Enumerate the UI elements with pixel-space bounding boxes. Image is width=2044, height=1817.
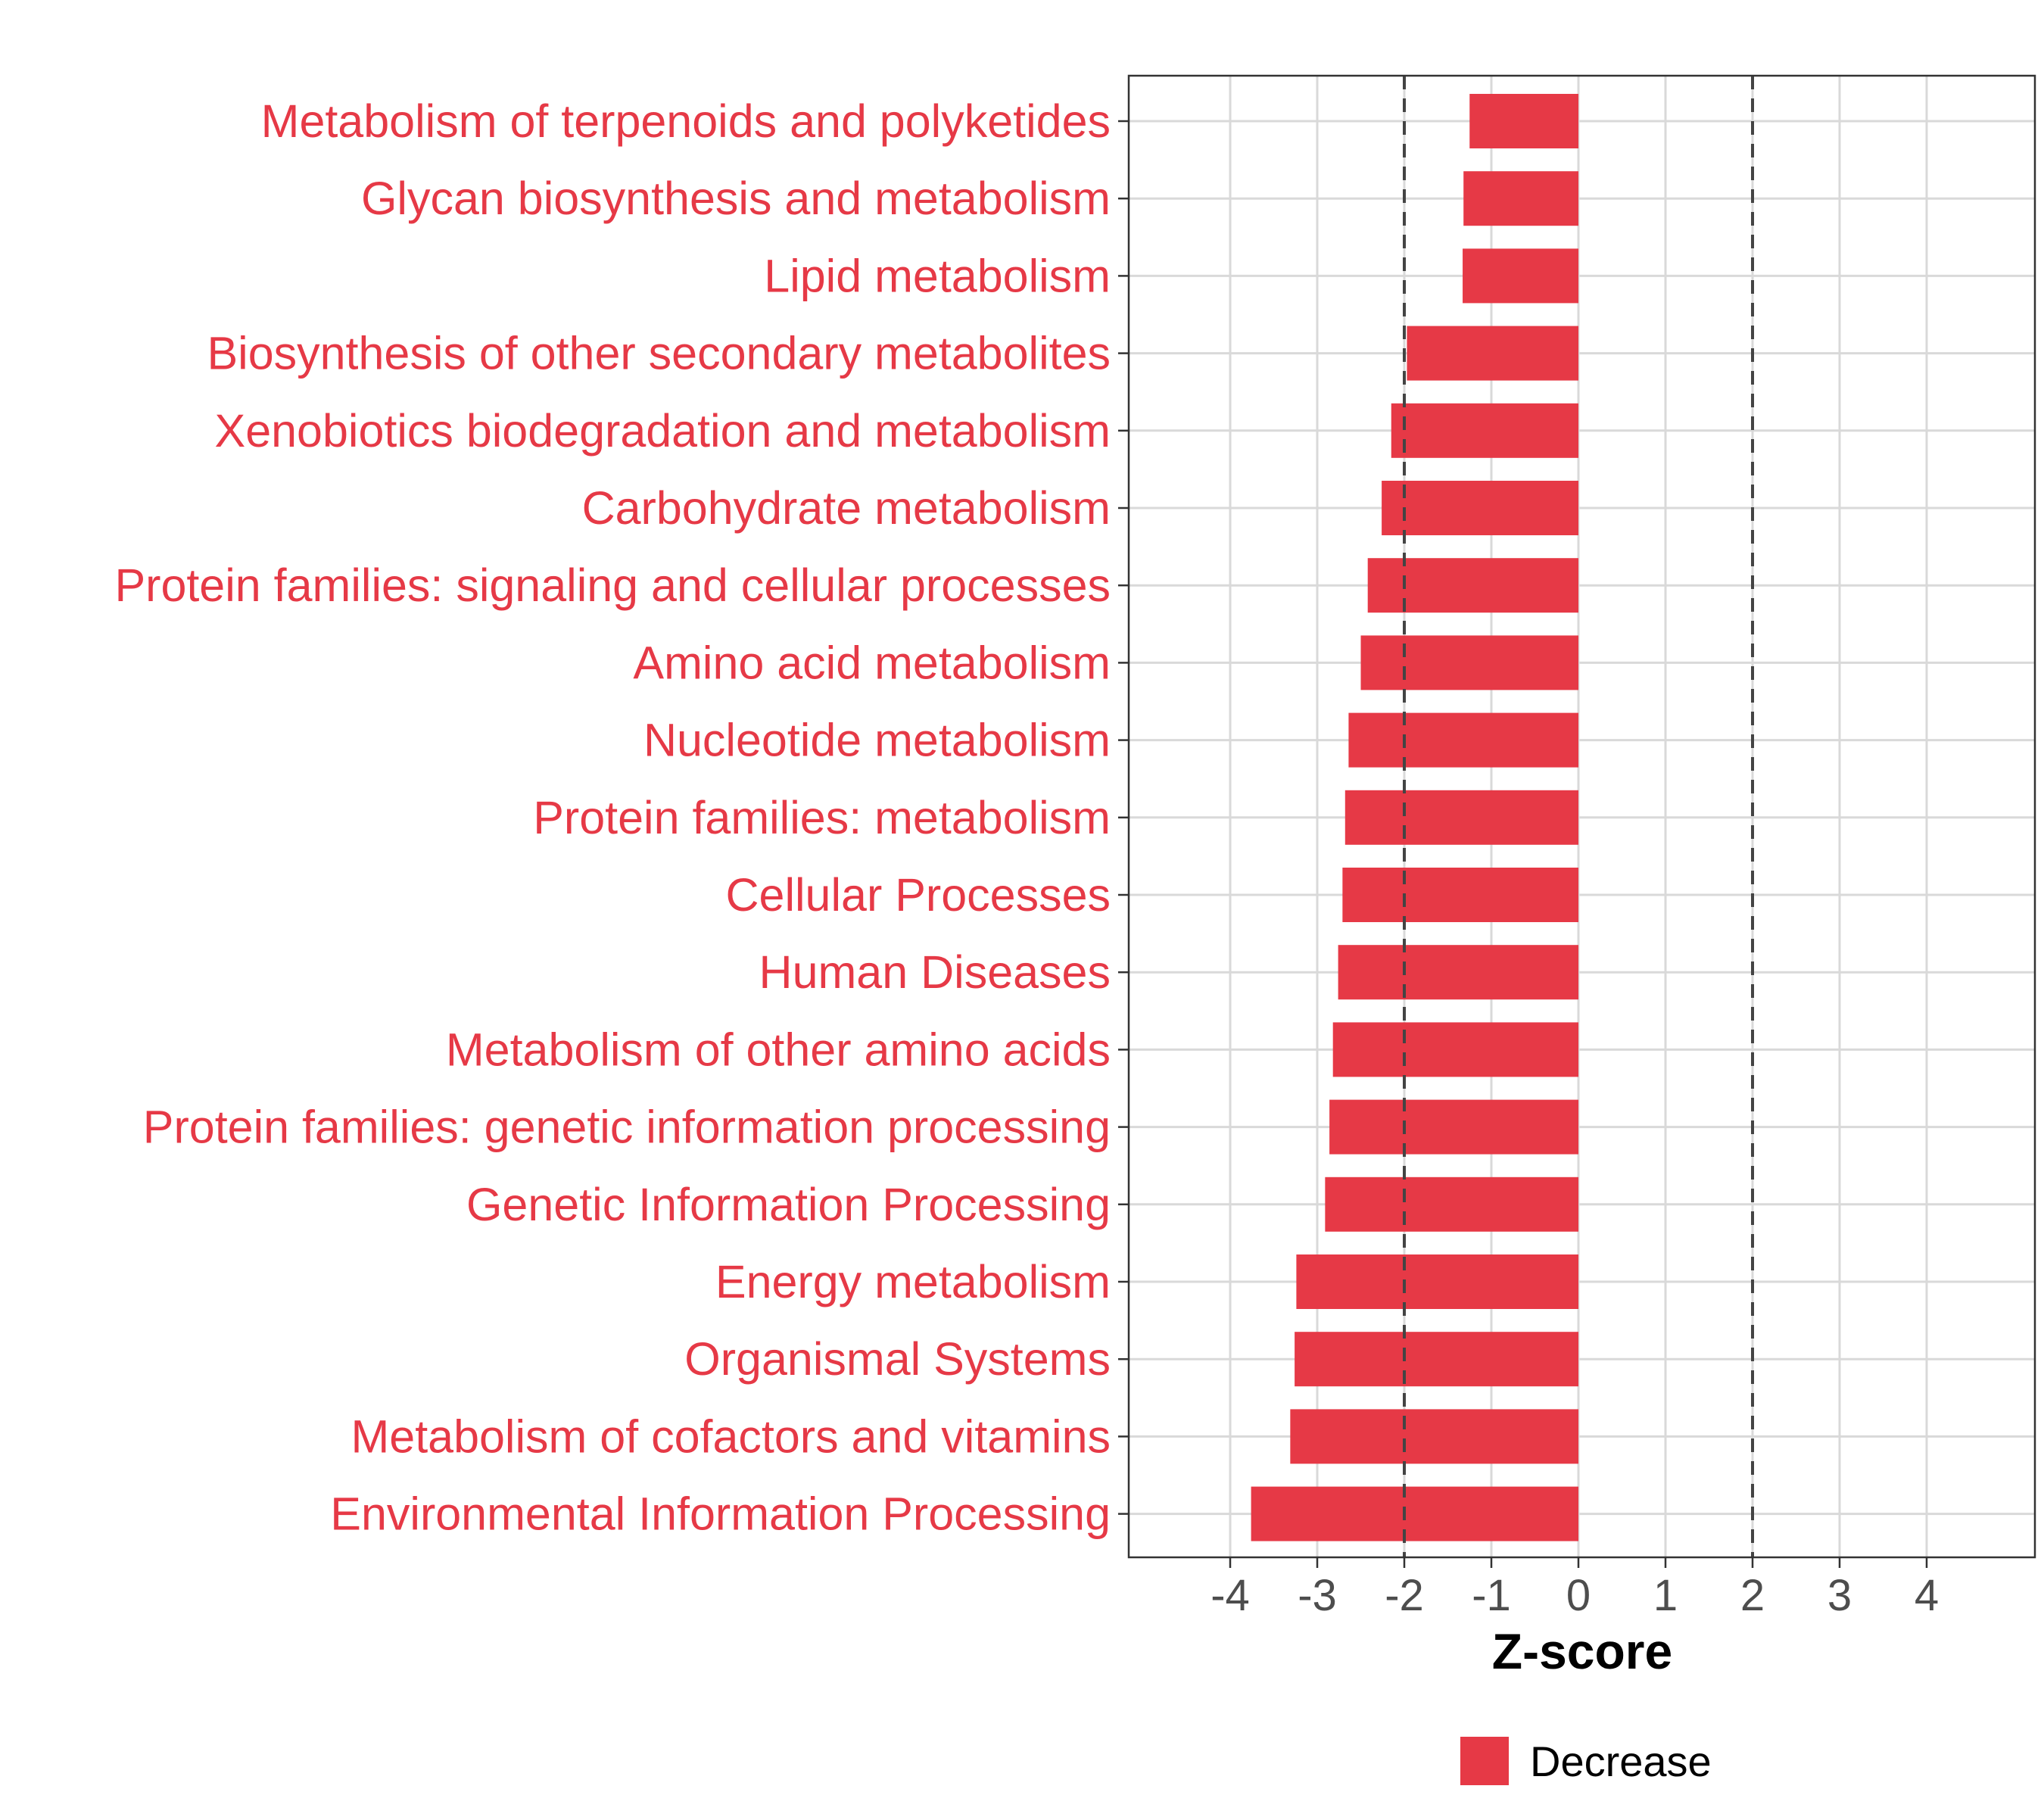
category-label: Metabolism of other amino acids [446, 1024, 1111, 1075]
x-axis-ticks: -4 -3 -2 -1 0 1 2 3 4 [1211, 1557, 1939, 1620]
category-label: Organismal Systems [684, 1333, 1111, 1385]
x-tick-label: -3 [1298, 1571, 1337, 1620]
bar [1407, 326, 1578, 381]
category-label: Lipid metabolism [764, 250, 1111, 301]
category-label: Metabolism of terpenoids and polyketides [261, 95, 1111, 147]
bar [1251, 1486, 1578, 1541]
bar [1295, 1332, 1578, 1387]
category-label: Glycan biosynthesis and metabolism [361, 173, 1111, 224]
x-tick-label: 1 [1653, 1571, 1678, 1620]
x-tick-label: -1 [1472, 1571, 1511, 1620]
category-label: Protein families: genetic information pr… [143, 1102, 1111, 1153]
bar [1382, 481, 1578, 535]
bar [1344, 790, 1578, 845]
bar [1469, 94, 1578, 148]
y-axis-labels: Metabolism of terpenoids and polyketides… [114, 95, 1129, 1540]
category-label: Cellular Processes [725, 869, 1111, 921]
x-axis-title: Z-score [1492, 1623, 1672, 1679]
legend: Decrease [1460, 1737, 1712, 1785]
bar [1463, 171, 1578, 226]
bar [1342, 868, 1578, 922]
category-label: Protein families: metabolism [533, 792, 1111, 843]
bar [1332, 1022, 1578, 1077]
bar [1348, 712, 1578, 768]
bar [1338, 945, 1578, 1000]
x-tick-label: 0 [1566, 1571, 1591, 1620]
category-label: Amino acid metabolism [633, 637, 1111, 688]
category-label: Nucleotide metabolism [643, 715, 1111, 766]
bar [1325, 1177, 1578, 1232]
bar [1296, 1254, 1578, 1309]
category-label: Biosynthesis of other secondary metaboli… [207, 328, 1111, 379]
category-label: Metabolism of cofactors and vitamins [351, 1410, 1111, 1462]
plot-panel-border [1127, 74, 2036, 1559]
legend-swatch-decrease [1460, 1737, 1509, 1785]
legend-label-decrease: Decrease [1530, 1738, 1712, 1785]
x-tick-label: 4 [1915, 1571, 1939, 1620]
x-tick-label: 2 [1740, 1571, 1765, 1620]
x-tick-label: -4 [1211, 1571, 1250, 1620]
bar [1463, 248, 1578, 304]
category-label: Genetic Information Processing [466, 1179, 1111, 1230]
reference-lines [1403, 76, 1754, 1557]
bars [1251, 94, 1578, 1541]
bar [1290, 1409, 1578, 1464]
category-label: Xenobiotics biodegradation and metabolis… [215, 405, 1111, 457]
category-label: Energy metabolism [715, 1256, 1111, 1307]
x-tick-label: 3 [1827, 1571, 1852, 1620]
category-label: Environmental Information Processing [330, 1488, 1111, 1540]
x-tick-label: -2 [1385, 1571, 1424, 1620]
bar [1391, 403, 1578, 458]
bar [1360, 635, 1578, 690]
category-label: Protein families: signaling and cellular… [114, 559, 1111, 611]
category-label: Human Diseases [759, 946, 1111, 998]
bar [1367, 558, 1578, 613]
category-label: Carbohydrate metabolism [582, 482, 1111, 534]
bar [1329, 1099, 1578, 1155]
grid-lines [1129, 76, 2035, 1557]
